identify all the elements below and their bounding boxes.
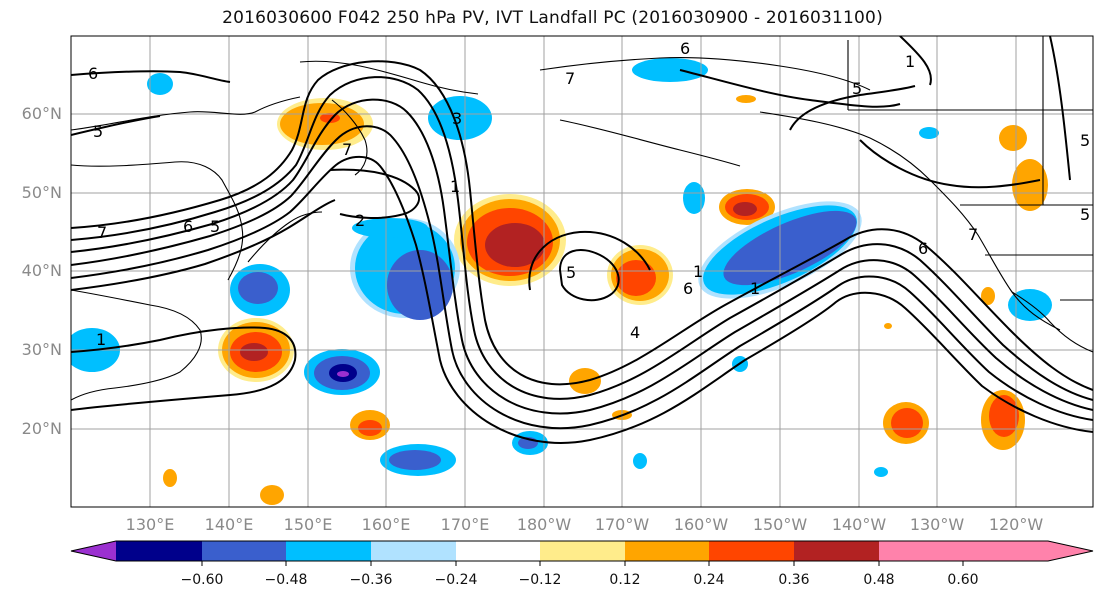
- colorbar-bin: [456, 541, 540, 561]
- colorbar-tick-label: 0.12: [609, 572, 641, 588]
- lat-label: 20°N: [21, 419, 62, 438]
- contour-label: 6: [88, 64, 98, 83]
- contour-label: 1: [693, 262, 703, 281]
- contour-label: 7: [97, 223, 107, 242]
- lon-label: 140°W: [831, 515, 887, 534]
- contour-label: 2: [355, 211, 365, 230]
- colorbar-tick-label: −0.24: [434, 572, 478, 588]
- contour-label: 5: [210, 217, 220, 236]
- map-frame: [70, 35, 1094, 508]
- colorbar-tick-label: 0.24: [693, 572, 725, 588]
- lon-label: 150°E: [283, 515, 333, 534]
- colorbar: [70, 540, 1094, 566]
- colorbar-tick-label: −0.60: [180, 572, 224, 588]
- colorbar-bin: [709, 541, 794, 561]
- colorbar-extend-min: [71, 541, 116, 561]
- colorbar-bin: [879, 541, 963, 561]
- contour-label: 4: [630, 323, 640, 342]
- contour-label: 7: [968, 225, 978, 244]
- colorbar-bin: [286, 541, 371, 561]
- contour-label: 5: [1080, 205, 1090, 224]
- contour-label: 5: [1080, 131, 1090, 150]
- contour-label: 1: [96, 330, 106, 349]
- contour-label: 5: [852, 79, 862, 98]
- contour-label: 1: [905, 52, 915, 71]
- lon-label: 140°E: [204, 515, 254, 534]
- contour-label: 1: [450, 177, 460, 196]
- contour-label: 5: [566, 263, 576, 282]
- colorbar-bin: [116, 541, 202, 561]
- colorbar-tick-label: −0.12: [518, 572, 562, 588]
- lon-label: 180°W: [516, 515, 572, 534]
- lon-label: 170°W: [594, 515, 650, 534]
- colorbar-bin: [540, 541, 625, 561]
- colorbar-tick-label: 0.60: [947, 572, 979, 588]
- contour-label: 5: [93, 122, 103, 141]
- map-title: 2016030600 F042 250 hPa PV, IVT Landfall…: [222, 8, 883, 28]
- lat-label: 40°N: [21, 261, 62, 280]
- contour-label: 6: [183, 217, 193, 236]
- lon-label: 170°E: [440, 515, 490, 534]
- contour-label: 6: [918, 239, 928, 258]
- colorbar-tick-label: −0.36: [349, 572, 393, 588]
- colorbar-extend-max: [963, 541, 1093, 561]
- coastlines: [71, 36, 1093, 401]
- colorbar-tick-label: 0.48: [863, 572, 895, 588]
- colorbar-tick-label: −0.48: [264, 572, 308, 588]
- contour-label: 3: [452, 109, 462, 128]
- pv-contours: [71, 36, 1093, 444]
- lon-label: 160°E: [361, 515, 411, 534]
- lat-label: 60°N: [21, 104, 62, 123]
- colorbar-bin: [794, 541, 879, 561]
- contour-label: 7: [342, 140, 352, 159]
- lon-label: 130°W: [909, 515, 965, 534]
- lon-label: 120°W: [988, 515, 1044, 534]
- contour-label: 6: [683, 279, 693, 298]
- contour-label-group: 6 5 7 6 5 7 3 1 2 1 5 6 7 4 1 6 5 1 5 7 …: [88, 39, 1090, 349]
- pc-anomaly-fields: [71, 58, 1052, 505]
- lat-label: 30°N: [21, 340, 62, 359]
- colorbar-bin: [371, 541, 456, 561]
- colorbar-tick-label: 0.36: [778, 572, 810, 588]
- contour-label: 1: [750, 279, 760, 298]
- lon-label: 130°E: [125, 515, 175, 534]
- lon-label: 160°W: [673, 515, 729, 534]
- colorbar-bin: [202, 541, 286, 561]
- lon-label: 150°W: [752, 515, 808, 534]
- contour-label: 7: [565, 69, 575, 88]
- contour-label: 6: [680, 39, 690, 58]
- colorbar-bin: [625, 541, 709, 561]
- lat-label: 50°N: [21, 183, 62, 202]
